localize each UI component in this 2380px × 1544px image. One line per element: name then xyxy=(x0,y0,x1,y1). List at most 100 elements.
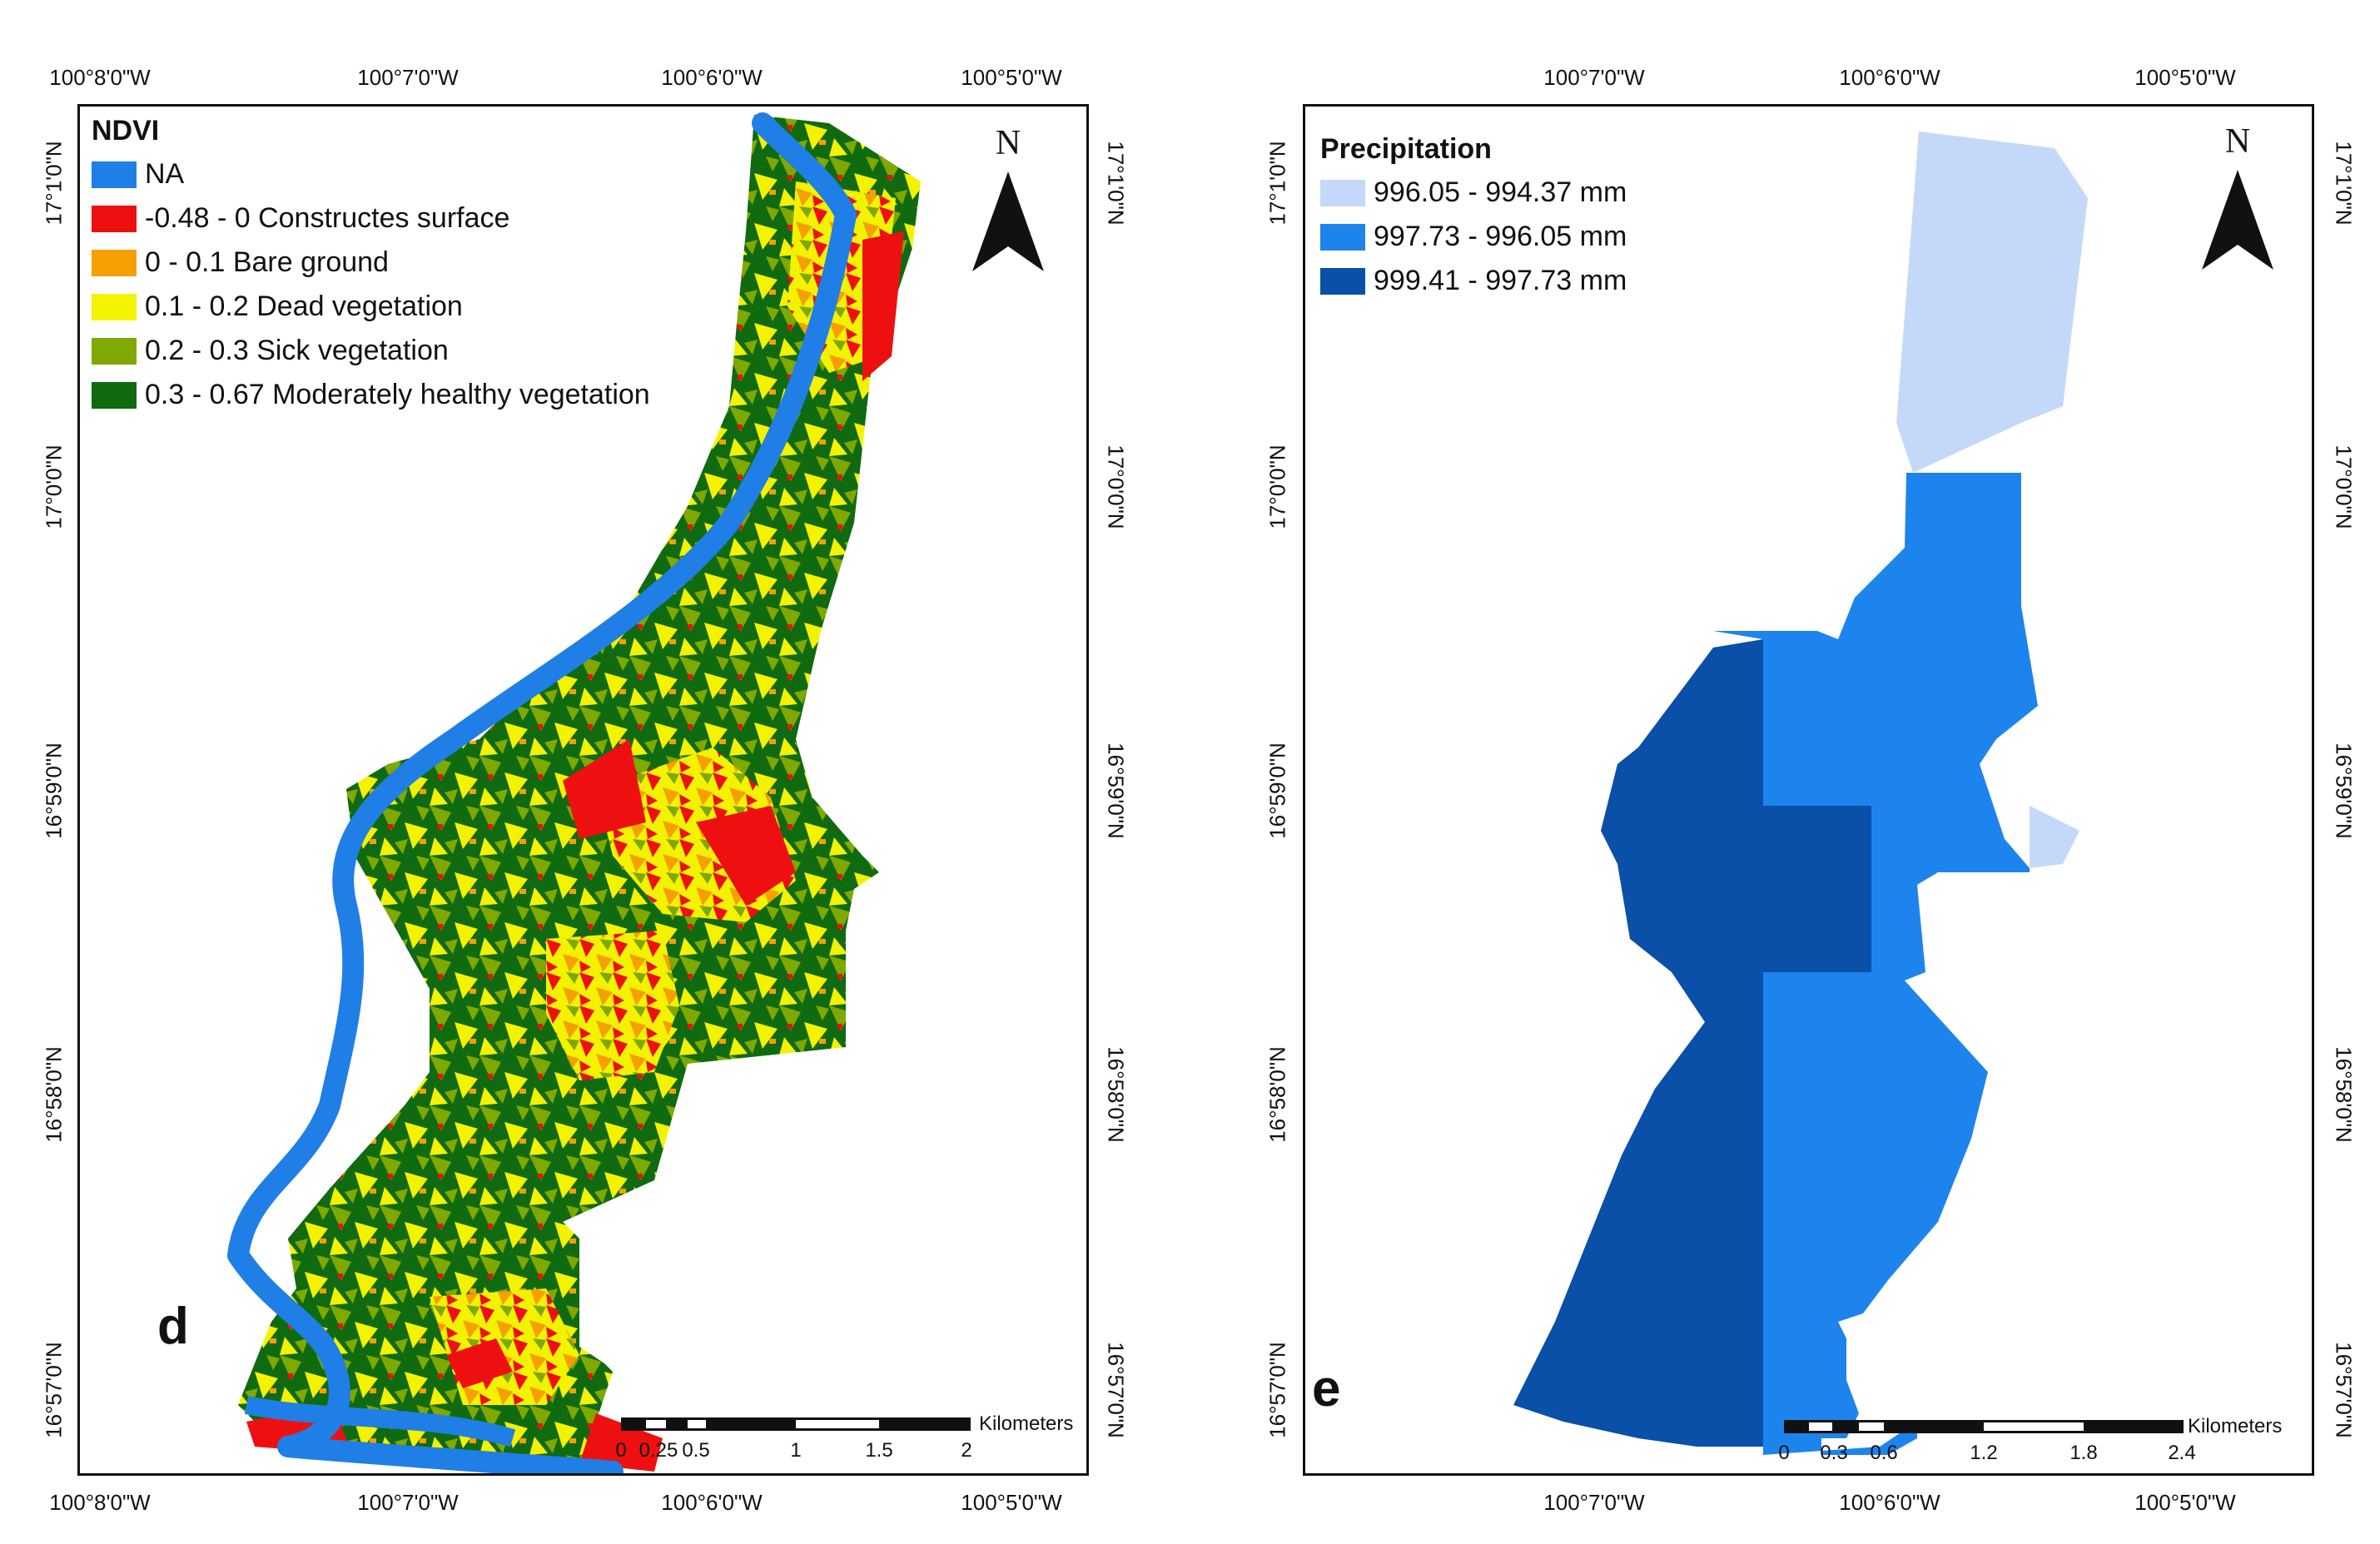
scale-label: 0 xyxy=(1778,1442,1790,1464)
legend-swatch xyxy=(92,337,137,365)
y-tick-left: 17°1'0"N xyxy=(41,141,67,226)
y-tick-left: 16°59'0"N xyxy=(1265,742,1290,839)
legend-title: Precipitation xyxy=(1320,133,1492,165)
y-tick-right: 16°59'0"N xyxy=(2331,742,2357,839)
legend-label: 0 - 0.1 Bare ground xyxy=(145,246,389,278)
y-tick-right: 17°0'0"N xyxy=(2331,444,2357,529)
x-tick-top: 100°6'0"W xyxy=(661,65,763,90)
precipitation-map-frame: Precipitation 996.05 - 994.37 mm 997.73 … xyxy=(1303,104,2314,1476)
y-tick-right: 16°58'0"N xyxy=(2331,1046,2357,1143)
panel-letter: d xyxy=(157,1298,189,1355)
y-tick-right: 16°58'0"N xyxy=(1103,1046,1129,1143)
y-tick-left: 17°0'0"N xyxy=(1265,444,1290,529)
x-tick-bottom: 100°7'0"W xyxy=(357,1490,459,1515)
x-tick-top: 100°5'0"W xyxy=(2134,65,2236,90)
precip-zone-high xyxy=(1513,972,1763,1447)
scale-unit: Kilometers xyxy=(979,1412,1074,1435)
legend-item: 0.1 - 0.2 Dead vegetation xyxy=(92,285,650,329)
legend-label: 0.3 - 0.67 Moderately healthy vegetation xyxy=(145,379,650,410)
precip-zone-mid xyxy=(1763,639,1871,806)
legend-item: 0 - 0.1 Bare ground xyxy=(92,241,650,285)
legend-item: 0.3 - 0.67 Moderately healthy vegetation xyxy=(92,373,650,417)
scale-label: 0 xyxy=(615,1439,627,1462)
ndvi-constructed-patch xyxy=(446,1338,513,1388)
scale-label: 1.2 xyxy=(1970,1442,1998,1464)
y-tick-left: 16°58'0"N xyxy=(41,1046,67,1143)
x-tick-top: 100°6'0"W xyxy=(1839,65,1940,90)
north-arrow-icon xyxy=(972,171,1044,271)
legend-swatch xyxy=(1320,267,1365,295)
ndvi-constructed-patch xyxy=(862,231,904,381)
scale-label: 0.5 xyxy=(682,1439,710,1462)
scale-unit: Kilometers xyxy=(2188,1415,2283,1437)
legend-swatch xyxy=(92,293,137,320)
precipitation-map xyxy=(1513,132,2088,1455)
y-tick-left: 16°57'0"N xyxy=(41,1342,67,1438)
x-tick-top: 100°8'0"W xyxy=(49,65,151,90)
north-arrow-icon xyxy=(2202,170,2273,270)
legend-item: 996.05 - 994.37 mm xyxy=(1320,171,1627,215)
scale-label: 1.5 xyxy=(865,1439,893,1462)
x-tick-bottom: 100°8'0"W xyxy=(49,1490,151,1515)
scale-label: 1 xyxy=(790,1439,802,1462)
north-arrow: N xyxy=(2200,122,2275,282)
y-tick-left: 16°58'0"N xyxy=(1265,1046,1290,1143)
legend-label: 0.2 - 0.3 Sick vegetation xyxy=(145,335,449,366)
y-tick-left: 17°1'0"N xyxy=(1265,141,1290,226)
ndvi-map xyxy=(227,112,921,1473)
precipitation-legend: Precipitation 996.05 - 994.37 mm 997.73 … xyxy=(1320,133,1627,303)
scale-label: 1.8 xyxy=(2069,1442,2098,1464)
legend-swatch xyxy=(1320,179,1365,206)
x-tick-top: 100°5'0"W xyxy=(961,65,1062,90)
north-label: N xyxy=(2224,122,2251,161)
scale-bar: Kilometers 0 0.25 0.5 1 1.5 2 xyxy=(615,1412,1079,1467)
precip-zone-low xyxy=(1896,132,2088,473)
legend-label: 999.41 - 997.73 mm xyxy=(1374,265,1627,296)
y-tick-right: 17°1'0"N xyxy=(1103,141,1129,226)
x-tick-bottom: 100°7'0"W xyxy=(1543,1490,1645,1515)
x-tick-bottom: 100°6'0"W xyxy=(661,1490,763,1515)
y-tick-right: 16°57'0"N xyxy=(1103,1342,1129,1438)
north-label: N xyxy=(995,124,1021,162)
y-tick-right: 16°59'0"N xyxy=(1103,742,1129,839)
legend-item: 0.2 - 0.3 Sick vegetation xyxy=(92,329,650,373)
y-tick-left: 17°0'0"N xyxy=(41,444,67,529)
y-tick-left: 16°57'0"N xyxy=(1265,1342,1290,1438)
legend-swatch xyxy=(1320,223,1365,251)
scale-label: 0.25 xyxy=(638,1439,678,1462)
legend-item: 997.73 - 996.05 mm xyxy=(1320,215,1627,259)
ndvi-constructed-patch xyxy=(563,739,646,839)
ndvi-legend: NDVI NA -0.48 - 0 Constructes surface 0 … xyxy=(92,115,650,417)
scale-label: 0.3 xyxy=(1820,1442,1848,1464)
y-tick-right: 17°1'0"N xyxy=(2331,141,2357,226)
ndvi-map-frame: NDVI NA -0.48 - 0 Constructes surface 0 … xyxy=(77,104,1089,1476)
y-tick-right: 16°57'0"N xyxy=(2331,1342,2357,1438)
x-tick-bottom: 100°5'0"W xyxy=(2134,1490,2236,1515)
scale-label: 2.4 xyxy=(2168,1442,2196,1464)
x-tick-top: 100°7'0"W xyxy=(1543,65,1645,90)
y-tick-left: 16°59'0"N xyxy=(41,742,67,839)
legend-item: 999.41 - 997.73 mm xyxy=(1320,259,1627,303)
y-tick-right: 17°0'0"N xyxy=(1103,444,1129,529)
x-tick-bottom: 100°5'0"W xyxy=(961,1490,1062,1515)
legend-swatch xyxy=(92,205,137,232)
scale-bar-graphic xyxy=(621,1417,971,1431)
legend-label: 996.05 - 994.37 mm xyxy=(1374,176,1627,208)
legend-label: 997.73 - 996.05 mm xyxy=(1374,221,1627,252)
x-tick-top: 100°7'0"W xyxy=(357,65,459,90)
precip-zone-high xyxy=(1601,639,1871,972)
ndvi-constructed-patch xyxy=(696,806,796,906)
ndvi-river-branch xyxy=(244,1396,516,1447)
legend-swatch xyxy=(92,161,137,188)
ndvi-river xyxy=(227,112,857,1473)
legend-swatch xyxy=(92,249,137,276)
precip-zone-low xyxy=(2030,806,2079,868)
scale-label: 0.6 xyxy=(1870,1442,1898,1464)
ndvi-urban-zone xyxy=(546,931,679,1080)
legend-label: -0.48 - 0 Constructes surface xyxy=(145,202,510,234)
legend-swatch xyxy=(92,381,137,409)
legend-label: NA xyxy=(145,158,185,190)
panel-letter: e xyxy=(1312,1360,1341,1417)
scale-bar: Kilometers 0 0.3 0.6 1.2 1.8 2.4 xyxy=(1778,1415,2300,1470)
legend-item: NA xyxy=(92,152,650,196)
